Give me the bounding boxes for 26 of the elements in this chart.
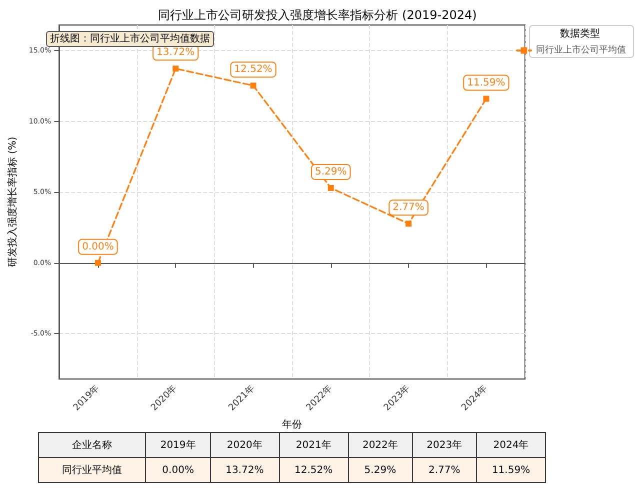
data-label: 11.59% — [467, 77, 506, 88]
text: 11.59% — [492, 464, 530, 476]
data-label: 5.29% — [315, 166, 347, 178]
x-axis-title: 年份 — [282, 418, 302, 430]
chart-title: 同行业上市公司研发投入强度增长率指标分析 (2019-2024) — [158, 8, 477, 22]
category-label: 2019年 — [160, 440, 196, 451]
legend-label: 同行业上市公司平均值 — [536, 44, 626, 56]
data-label: 12.52% — [234, 64, 272, 76]
text: 2.77% — [428, 464, 460, 476]
category-label: 2021年 — [296, 440, 332, 451]
text: 同行业平均值 — [38, 458, 146, 482]
data-label: 13.72% — [156, 47, 195, 58]
category-label: 2023年 — [426, 440, 462, 451]
category-label: 2022年 — [362, 440, 398, 451]
data-label: 0.00% — [82, 241, 114, 252]
category-label: 2024年 — [493, 440, 529, 451]
legend-title: 数据类型 — [560, 28, 600, 40]
annotation: 折线图：同行业上市公司平均值数据 — [50, 32, 210, 44]
data-label: 2.77% — [392, 202, 424, 214]
text: 13.72% — [226, 464, 264, 476]
y-axis-title: 研发投入强度增长率指标 (%) — [6, 136, 18, 268]
text: 0.00% — [162, 464, 194, 476]
text: 企业名称 — [38, 432, 146, 458]
text: 5.29% — [364, 464, 396, 476]
category-label: 2020年 — [226, 440, 262, 451]
text: 12.52% — [294, 464, 333, 476]
